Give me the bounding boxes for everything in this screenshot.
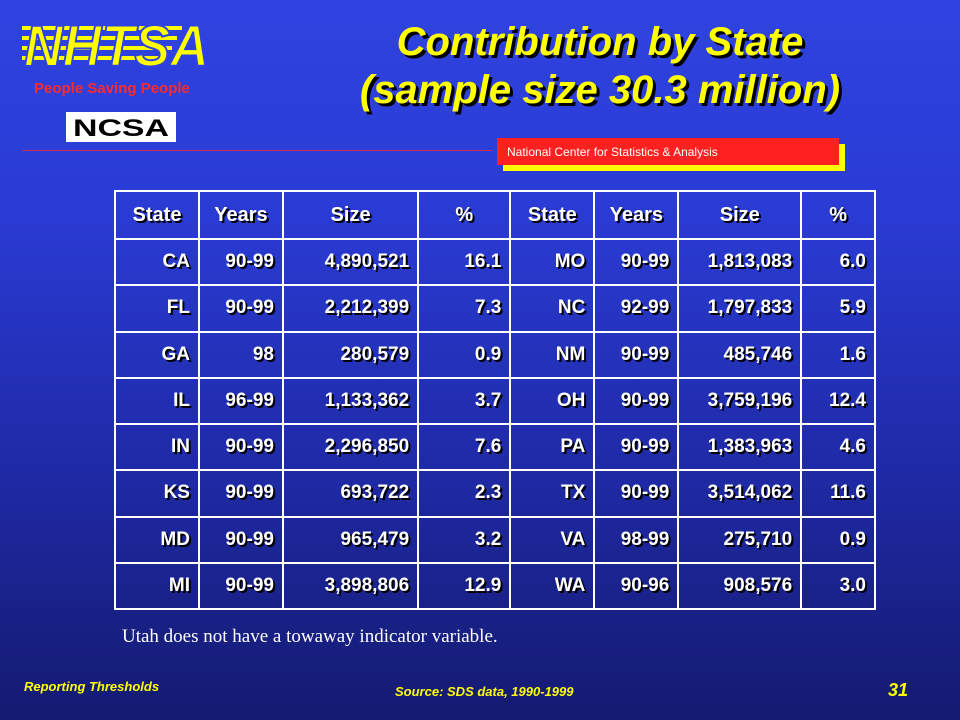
table-cell: 90-99 xyxy=(593,469,680,518)
header-years-2: Years xyxy=(593,190,680,240)
table-cell: IL xyxy=(114,376,200,426)
table-cell: MD xyxy=(114,515,200,564)
table-cell: 6.0 xyxy=(800,237,876,287)
table-cell: 1,133,362 xyxy=(281,376,420,426)
table-cell: 1,383,963 xyxy=(677,422,803,472)
table-cell: 16.1 xyxy=(417,237,512,287)
table-row: KS 90-99 693,722 2.3 TX 90-99 3,514,062 … xyxy=(114,469,876,518)
table-cell: 693,722 xyxy=(281,469,420,518)
footer-source: Source: SDS data, 1990-1999 xyxy=(395,684,574,699)
table-row: MI 90-99 3,898,806 12.9 WA 90-96 908,576… xyxy=(114,561,876,611)
table-cell: 3,898,806 xyxy=(281,561,420,611)
table-cell: 90-99 xyxy=(197,422,284,472)
ncsa-logo: NCSA xyxy=(66,112,176,142)
nhtsa-logo: NHTSA xyxy=(22,13,210,80)
table-cell: 12.4 xyxy=(800,376,876,426)
title-line-1: Contribution by State xyxy=(396,20,804,64)
table-cell: PA xyxy=(509,422,596,472)
table-cell: 1,797,833 xyxy=(677,284,803,333)
table-cell: 2,296,850 xyxy=(281,422,420,472)
table-row: GA 98 280,579 0.9 NM 90-99 485,746 1.6 xyxy=(114,330,876,379)
nhtsa-logo-text: NHTSA xyxy=(24,14,209,79)
table-cell: 5.9 xyxy=(800,284,876,333)
table-row: IL 96-99 1,133,362 3.7 OH 90-99 3,759,19… xyxy=(114,376,876,426)
table-cell: MO xyxy=(509,237,596,287)
table-cell: 90-99 xyxy=(197,515,284,564)
header-state: State xyxy=(114,190,200,240)
header-years: Years xyxy=(197,190,284,240)
table-cell: 908,576 xyxy=(677,561,803,611)
table-row: FL 90-99 2,212,399 7.3 NC 92-99 1,797,83… xyxy=(114,284,876,333)
header-size-2: Size xyxy=(677,190,803,240)
table-cell: WA xyxy=(509,561,596,611)
table-cell: VA xyxy=(509,515,596,564)
table-header-row: State Years Size % State Years Size % xyxy=(114,190,876,240)
table-cell: 965,479 xyxy=(281,515,420,564)
table-cell: 90-99 xyxy=(197,284,284,333)
table-cell: 3.7 xyxy=(417,376,512,426)
table-cell: IN xyxy=(114,422,200,472)
table-cell: 90-99 xyxy=(197,469,284,518)
table-cell: 7.6 xyxy=(417,422,512,472)
table-cell: 90-99 xyxy=(197,237,284,287)
table-cell: 3.2 xyxy=(417,515,512,564)
header-state-2: State xyxy=(509,190,596,240)
table-cell: OH xyxy=(509,376,596,426)
table-row: MD 90-99 965,479 3.2 VA 98-99 275,710 0.… xyxy=(114,515,876,564)
ncsa-logo-text: NCSA xyxy=(73,115,169,141)
table-cell: 0.9 xyxy=(417,330,512,379)
table-row: IN 90-99 2,296,850 7.6 PA 90-99 1,383,96… xyxy=(114,422,876,472)
table-cell: 90-99 xyxy=(593,330,680,379)
table-cell: 2.3 xyxy=(417,469,512,518)
header-percent: % xyxy=(417,190,512,240)
table-cell: MI xyxy=(114,561,200,611)
table-cell: 90-99 xyxy=(593,422,680,472)
table-cell: TX xyxy=(509,469,596,518)
table-cell: 96-99 xyxy=(197,376,284,426)
footnote: Utah does not have a towaway indicator v… xyxy=(122,626,498,647)
ncsa-label: National Center for Statistics & Analysi… xyxy=(507,144,718,159)
page-number: 31 xyxy=(888,680,909,700)
table-cell: 4,890,521 xyxy=(281,237,420,287)
table-cell: 3.0 xyxy=(800,561,876,611)
table-cell: 3,759,196 xyxy=(677,376,803,426)
table-cell: 7.3 xyxy=(417,284,512,333)
table-cell: 98-99 xyxy=(593,515,680,564)
title-line-2: (sample size 30.3 million) xyxy=(359,68,841,112)
table-cell: 280,579 xyxy=(281,330,420,379)
ncsa-logo-graphic: NCSA xyxy=(73,115,169,141)
table-cell: 4.6 xyxy=(800,422,876,472)
table-cell: GA xyxy=(114,330,200,379)
table-cell: 90-96 xyxy=(593,561,680,611)
table-cell: NC xyxy=(509,284,596,333)
ncsa-label-box: National Center for Statistics & Analysi… xyxy=(497,138,839,165)
page-title: Contribution by State (sample size 30.3 … xyxy=(270,18,930,114)
table-cell: 12.9 xyxy=(417,561,512,611)
header-percent-2: % xyxy=(800,190,876,240)
table-cell: 0.9 xyxy=(800,515,876,564)
table-cell: 1,813,083 xyxy=(677,237,803,287)
table-cell: 3,514,062 xyxy=(677,469,803,518)
table-row: CA 90-99 4,890,521 16.1 MO 90-99 1,813,0… xyxy=(114,237,876,287)
table-cell: 11.6 xyxy=(800,469,876,518)
table-cell: KS xyxy=(114,469,200,518)
header-divider xyxy=(22,150,492,151)
footer-section-label: Reporting Thresholds xyxy=(24,679,160,694)
contribution-table: State Years Size % State Years Size % CA… xyxy=(114,190,876,611)
table-cell: 90-99 xyxy=(593,237,680,287)
table-cell: 90-99 xyxy=(197,561,284,611)
table-cell: 90-99 xyxy=(593,376,680,426)
table-cell: 2,212,399 xyxy=(281,284,420,333)
header-size: Size xyxy=(281,190,420,240)
table-cell: 98 xyxy=(197,330,284,379)
table-cell: CA xyxy=(114,237,200,287)
table-cell: 1.6 xyxy=(800,330,876,379)
table-cell: 92-99 xyxy=(593,284,680,333)
table-cell: NM xyxy=(509,330,596,379)
tagline: People Saving People xyxy=(34,80,190,97)
table-cell: 275,710 xyxy=(677,515,803,564)
table-cell: FL xyxy=(114,284,200,333)
table-cell: 485,746 xyxy=(677,330,803,379)
